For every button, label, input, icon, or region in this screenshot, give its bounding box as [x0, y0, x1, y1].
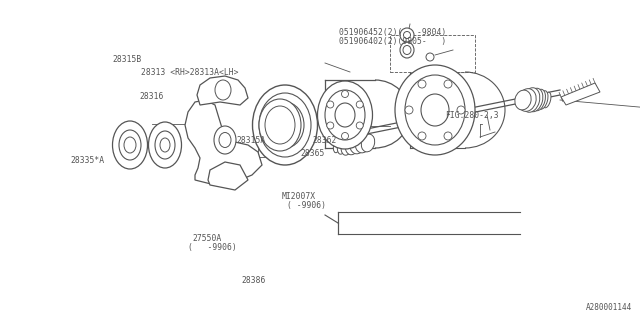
Ellipse shape [266, 102, 304, 148]
Ellipse shape [426, 53, 434, 61]
Ellipse shape [527, 88, 543, 112]
Ellipse shape [405, 106, 413, 114]
Ellipse shape [345, 131, 361, 155]
Ellipse shape [215, 80, 231, 100]
Ellipse shape [124, 137, 136, 153]
Ellipse shape [214, 126, 236, 154]
Text: 28365: 28365 [301, 149, 325, 158]
Polygon shape [208, 162, 248, 190]
Text: 27550A: 27550A [192, 234, 221, 243]
Ellipse shape [342, 91, 349, 98]
Polygon shape [561, 83, 600, 105]
Ellipse shape [160, 138, 170, 152]
Polygon shape [390, 35, 475, 72]
Ellipse shape [403, 31, 410, 38]
Ellipse shape [355, 133, 371, 153]
Ellipse shape [444, 132, 452, 140]
Ellipse shape [395, 65, 475, 155]
Text: MI2007X: MI2007X [282, 192, 316, 201]
Ellipse shape [362, 134, 374, 152]
Ellipse shape [400, 42, 414, 58]
Text: FIG.280-2,3: FIG.280-2,3 [445, 111, 499, 120]
Ellipse shape [418, 132, 426, 140]
Ellipse shape [155, 131, 175, 159]
Ellipse shape [421, 94, 449, 126]
Ellipse shape [518, 89, 536, 111]
Ellipse shape [342, 132, 349, 140]
Ellipse shape [259, 99, 301, 151]
Text: 28315B: 28315B [112, 55, 141, 64]
Ellipse shape [265, 106, 295, 144]
Text: 051906452(2)(   -9804): 051906452(2)( -9804) [339, 28, 447, 36]
Text: 28335*A: 28335*A [70, 156, 104, 164]
Text: 28386: 28386 [242, 276, 266, 285]
Ellipse shape [403, 45, 411, 54]
Ellipse shape [400, 28, 414, 42]
Ellipse shape [356, 122, 364, 129]
Ellipse shape [341, 131, 355, 155]
Text: 28313 <RH>28313A<LH>: 28313 <RH>28313A<LH> [141, 68, 238, 76]
Ellipse shape [327, 122, 334, 129]
Ellipse shape [253, 85, 317, 165]
Text: A280001144: A280001144 [586, 303, 632, 312]
Ellipse shape [356, 101, 364, 108]
Ellipse shape [418, 80, 426, 88]
Polygon shape [197, 76, 248, 105]
Ellipse shape [543, 92, 551, 108]
Ellipse shape [333, 133, 342, 153]
Ellipse shape [113, 121, 147, 169]
Ellipse shape [327, 101, 334, 108]
Ellipse shape [444, 80, 452, 88]
Ellipse shape [522, 88, 540, 112]
Text: 28362: 28362 [312, 136, 337, 145]
Ellipse shape [457, 106, 465, 114]
Text: 051906402(2)(9805-   ): 051906402(2)(9805- ) [339, 37, 447, 46]
Text: 28315A: 28315A [237, 136, 266, 145]
Ellipse shape [538, 91, 548, 109]
Ellipse shape [317, 81, 372, 149]
Ellipse shape [219, 132, 231, 148]
Ellipse shape [350, 132, 366, 154]
Text: (   -9906): ( -9906) [188, 243, 236, 252]
Ellipse shape [325, 90, 365, 140]
Ellipse shape [335, 103, 355, 127]
Ellipse shape [337, 132, 349, 154]
Ellipse shape [148, 122, 182, 168]
Ellipse shape [119, 130, 141, 160]
Ellipse shape [532, 89, 545, 111]
Text: ( -9906): ( -9906) [287, 201, 326, 210]
Text: 28316: 28316 [140, 92, 164, 100]
Ellipse shape [405, 75, 465, 145]
Polygon shape [185, 100, 262, 185]
Ellipse shape [515, 90, 531, 110]
Ellipse shape [259, 93, 311, 157]
